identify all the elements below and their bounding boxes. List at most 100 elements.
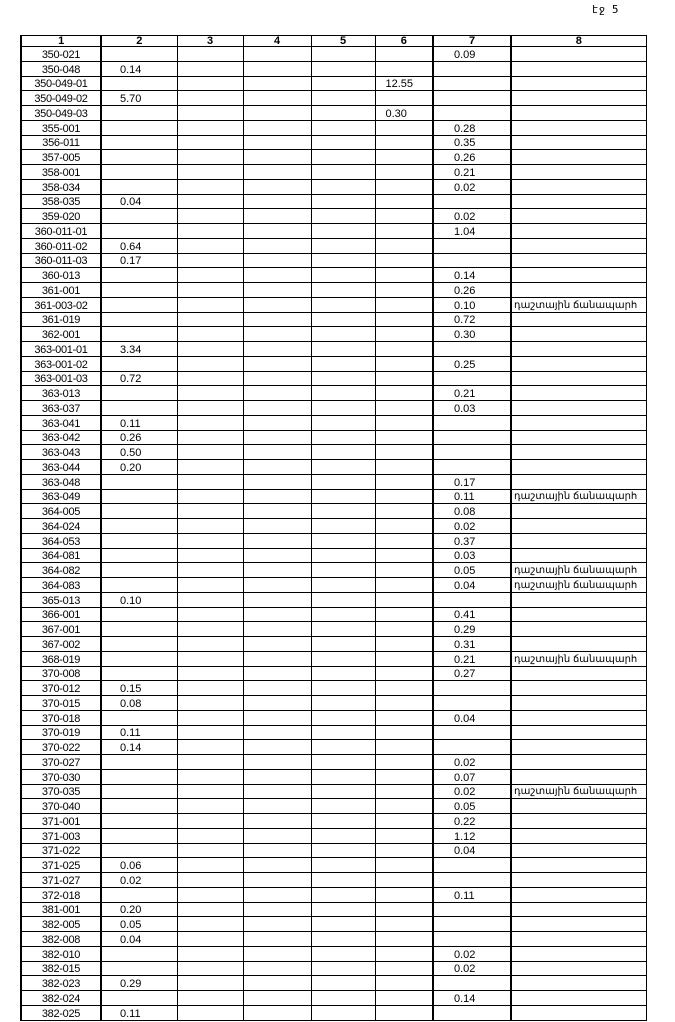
value-cell: [432, 591, 512, 608]
parcel-code-cell: 370-040: [20, 798, 102, 814]
parcel-code-cell: 382-024: [20, 990, 102, 1006]
value-cell: [310, 813, 376, 829]
value-cell: [176, 680, 244, 696]
column-header-7: 7: [432, 35, 512, 47]
parcel-code-cell: 382-025: [20, 1004, 102, 1021]
value-cell: [100, 990, 178, 1006]
note-cell: [510, 414, 647, 431]
value-cell: [100, 164, 178, 180]
table-row: 371-027 0.02: [20, 872, 647, 888]
parcel-code-cell: 361-019: [20, 311, 102, 328]
value-cell: 0.26: [432, 149, 512, 165]
value-cell: [176, 813, 244, 829]
note-cell: [510, 916, 647, 932]
value-cell: 0.64: [100, 237, 178, 254]
note-cell: [510, 90, 647, 106]
parcel-code-cell: 370-012: [20, 680, 102, 696]
value-cell: [100, 282, 178, 298]
value-cell: [100, 46, 178, 62]
note-cell: [510, 282, 647, 298]
parcel-code-cell: 363-042: [20, 429, 102, 446]
value-cell: [374, 739, 434, 755]
note-cell: [510, 370, 647, 387]
table-row: 359-020 0.02: [20, 208, 647, 224]
parcel-code-cell: 364-024: [20, 518, 102, 534]
value-cell: [176, 237, 244, 254]
value-cell: [310, 75, 376, 92]
value-cell: [432, 680, 512, 696]
value-cell: 0.27: [432, 665, 512, 682]
table-row: 382-015 0.02: [20, 960, 647, 977]
table-row: 372-018 0.11: [20, 886, 647, 903]
parcel-code-cell: 356-011: [20, 134, 102, 151]
value-cell: [310, 945, 376, 962]
note-cell: [510, 75, 647, 92]
value-cell: [176, 75, 244, 92]
table-row: 350-049-02 5.70: [20, 90, 647, 106]
value-cell: 0.08: [432, 503, 512, 519]
value-cell: [176, 488, 244, 505]
value-cell: [374, 473, 434, 490]
note-cell: դաշտային ճանապարհ: [510, 488, 647, 505]
note-cell: դաշտային ճանապարհ: [510, 577, 647, 593]
value-cell: [100, 768, 178, 785]
table-row: 363-044 0.20: [20, 459, 647, 475]
value-cell: [176, 532, 244, 549]
note-cell: [510, 473, 647, 490]
value-cell: [374, 46, 434, 62]
value-cell: [374, 724, 434, 741]
value-cell: [100, 886, 178, 903]
value-cell: 0.02: [432, 754, 512, 770]
table-row: 370-019 0.11: [20, 724, 647, 741]
table-row: 358-001 0.21: [20, 164, 647, 180]
table-row: 361-001 0.26: [20, 282, 647, 298]
value-cell: 0.29: [432, 621, 512, 637]
value-cell: [374, 1004, 434, 1021]
value-cell: [374, 237, 434, 254]
table-row: 382-005 0.05: [20, 916, 647, 932]
value-cell: [374, 842, 434, 859]
value-cell: [310, 739, 376, 755]
value-cell: [374, 562, 434, 578]
value-cell: [242, 650, 312, 667]
parcel-code-cell: 371-025: [20, 857, 102, 873]
value-cell: [242, 857, 312, 873]
table-row: 382-010 0.02: [20, 945, 647, 962]
parcel-code-cell: 350-048: [20, 60, 102, 77]
note-cell: [510, 547, 647, 564]
value-cell: [242, 695, 312, 711]
parcel-code-cell: 382-023: [20, 975, 102, 991]
parcel-code-cell: 364-083: [20, 577, 102, 593]
note-cell: [510, 105, 647, 121]
table-row: 363-041 0.11: [20, 414, 647, 431]
parcel-code-cell: 350-049-02: [20, 90, 102, 106]
value-cell: [242, 459, 312, 475]
value-cell: [242, 134, 312, 151]
parcel-code-cell: 357-005: [20, 149, 102, 165]
parcel-code-cell: 364-082: [20, 562, 102, 578]
value-cell: [432, 444, 512, 460]
value-cell: [374, 709, 434, 726]
value-cell: [242, 960, 312, 977]
value-cell: [432, 105, 512, 121]
value-cell: [432, 739, 512, 755]
value-cell: [310, 990, 376, 1006]
table-row: 371-001 0.22: [20, 813, 647, 829]
value-cell: [374, 223, 434, 239]
value-cell: [100, 783, 178, 800]
value-cell: [242, 783, 312, 800]
note-cell: [510, 400, 647, 416]
note-cell: [510, 503, 647, 519]
value-cell: [176, 945, 244, 962]
value-cell: [176, 636, 244, 652]
value-cell: [242, 768, 312, 785]
value-cell: [176, 783, 244, 800]
parcel-code-cell: 370-027: [20, 754, 102, 770]
parcel-code-cell: 366-001: [20, 606, 102, 623]
value-cell: 0.31: [432, 636, 512, 652]
value-cell: [242, 872, 312, 888]
value-cell: [100, 813, 178, 829]
value-cell: [242, 945, 312, 962]
parcel-code-cell: 370-035: [20, 783, 102, 800]
value-cell: [310, 223, 376, 239]
